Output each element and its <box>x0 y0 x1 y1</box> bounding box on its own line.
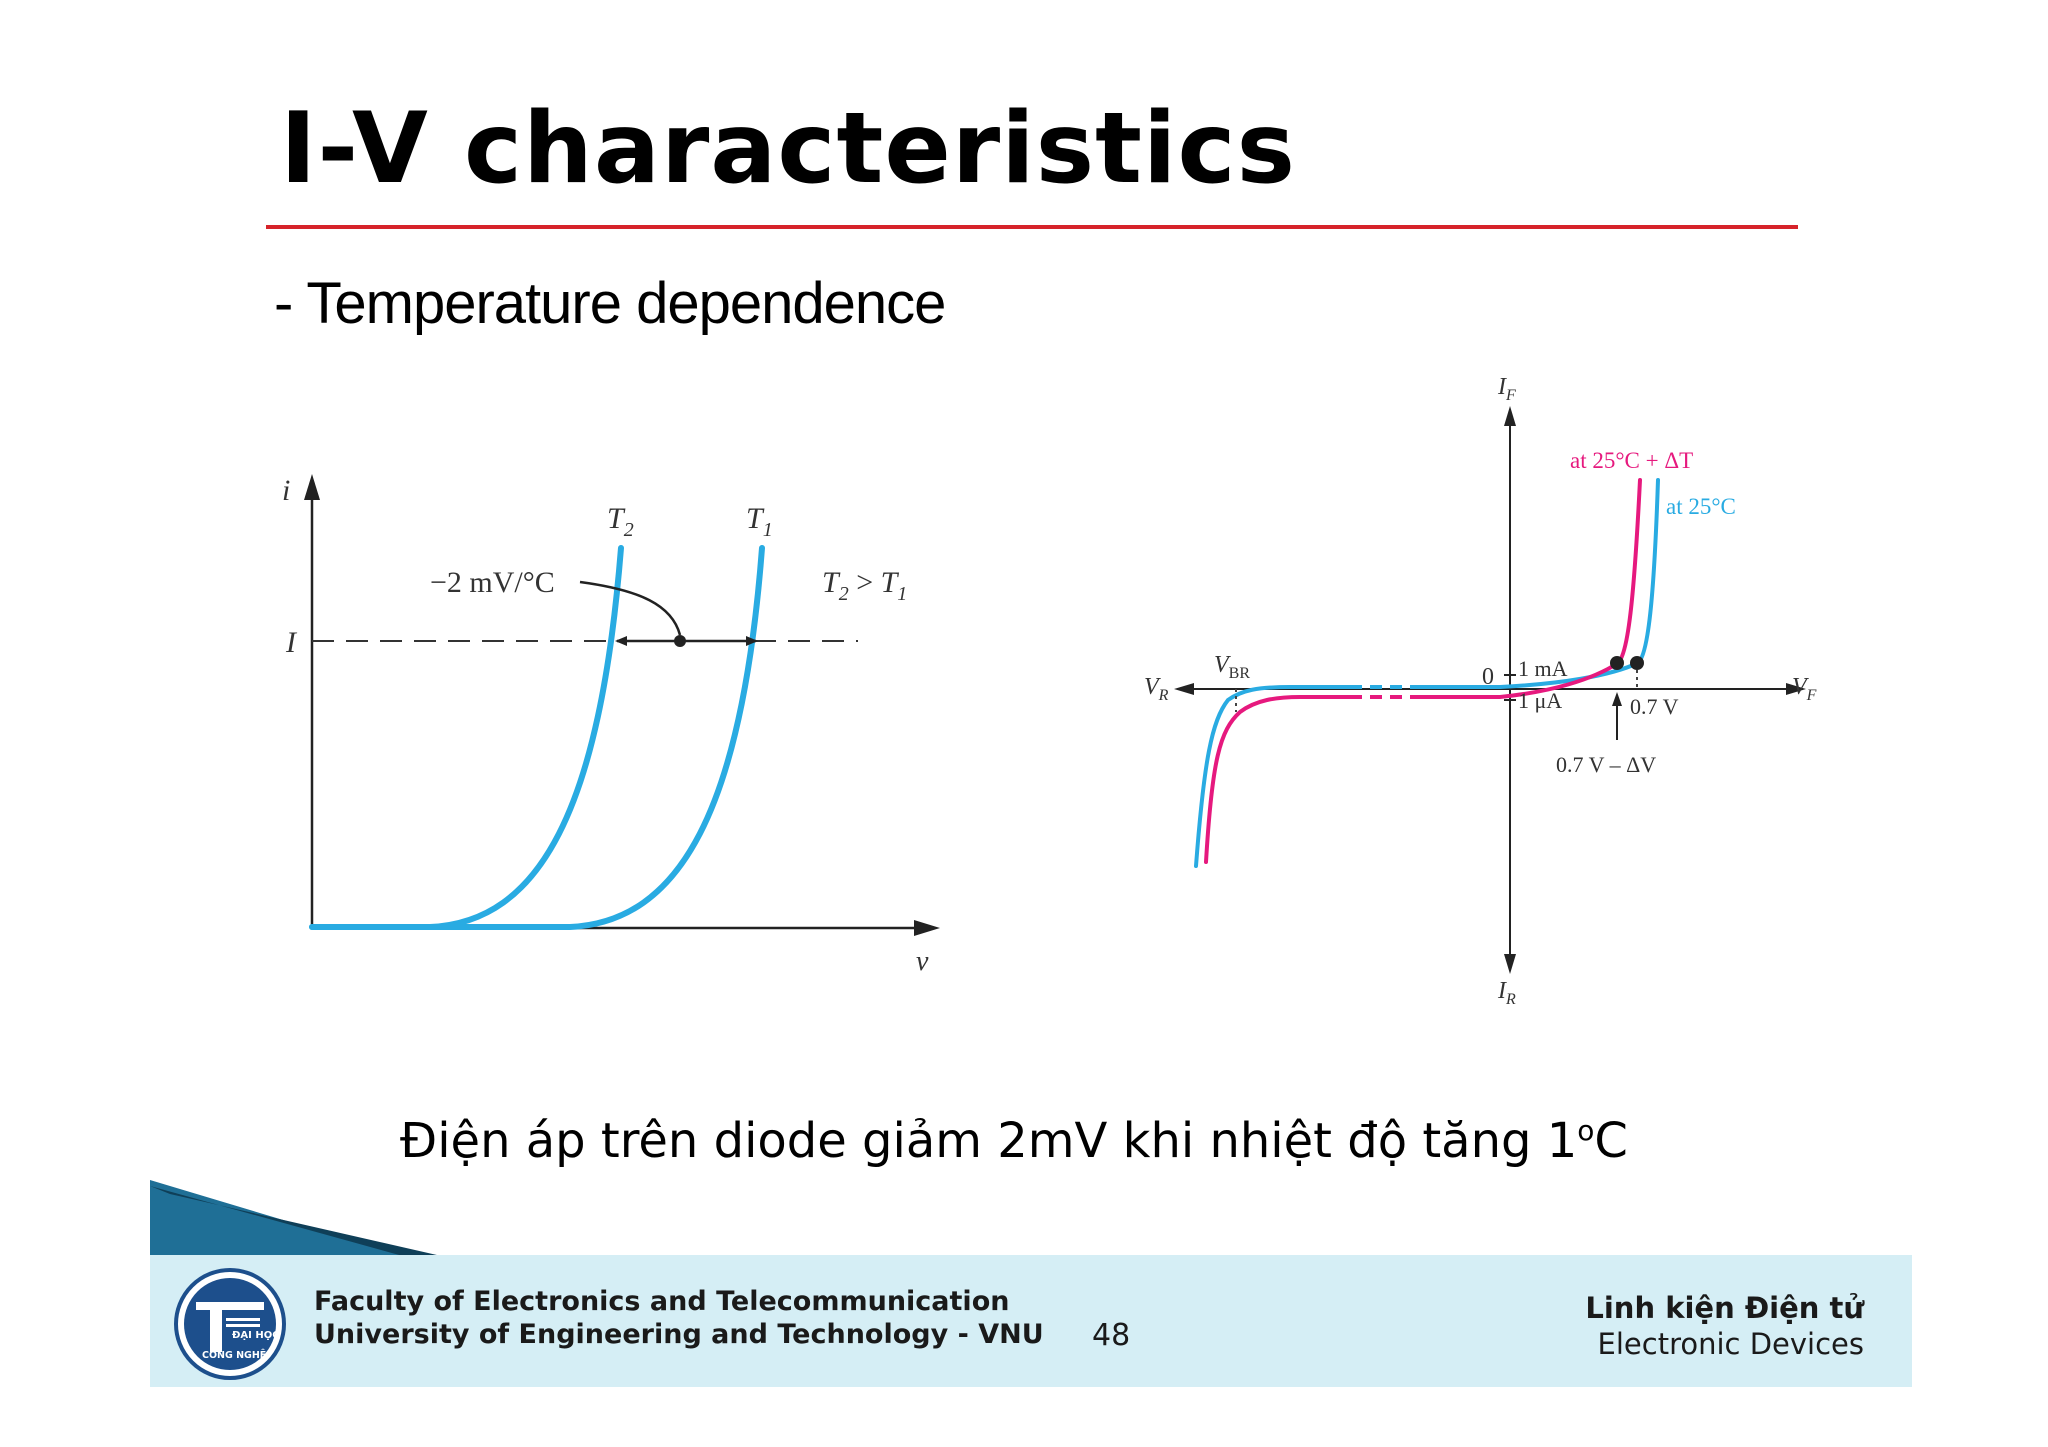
coefficient-leader-line <box>579 580 682 636</box>
vr-axis-arrow <box>1174 683 1194 695</box>
footer-course-vi: Linh kiện Điện tử <box>1585 1291 1864 1325</box>
if-axis-label: IF <box>1497 374 1516 404</box>
right-iv-plot: IF IR VF VR VBR 0 1 mA 1 μA 0.7 V 0.7 V … <box>1144 374 1817 1008</box>
ua-label: 1 μA <box>1518 688 1562 713</box>
room-curve-label: at 25°C <box>1666 494 1736 519</box>
ir-axis-label: IR <box>1497 978 1516 1008</box>
svg-text:ĐẠI HỌC: ĐẠI HỌC <box>232 1330 280 1341</box>
curve-t1-label: T1 <box>746 502 773 541</box>
university-logo: ĐẠI HỌC CÔNG NGHỆ <box>174 1268 286 1380</box>
footer-course-en: Electronic Devices <box>1597 1327 1864 1361</box>
knee-dot-room <box>1630 656 1644 670</box>
vbr-label: VBR <box>1214 652 1250 682</box>
curve-t1 <box>309 545 765 930</box>
left-x-axis-arrow <box>914 920 940 936</box>
vr-axis-label: VR <box>1144 674 1169 704</box>
slide-subtitle: - Temperature dependence <box>274 271 946 336</box>
v07-minus-label: 0.7 V – ΔV <box>1556 752 1656 777</box>
ma-label: 1 mA <box>1518 656 1568 681</box>
footer-course: Linh kiện Điện tử Electronic Devices <box>1585 1290 1864 1362</box>
if-axis-arrow <box>1504 406 1516 426</box>
footer-decorative-wedge <box>150 1180 450 1258</box>
v07-label: 0.7 V <box>1630 694 1679 719</box>
left-y-axis-arrow <box>304 474 320 500</box>
slide-title: I-V characteristics <box>280 92 1296 206</box>
curve-room-temperature <box>1194 478 1660 868</box>
v07-minus-pointer-arrow <box>1612 692 1622 706</box>
svg-text:CÔNG NGHỆ: CÔNG NGHỆ <box>202 1349 266 1361</box>
vf-axis-label: VF <box>1792 674 1817 704</box>
knee-dot-hot <box>1610 656 1624 670</box>
page-number: 48 <box>1092 1318 1131 1353</box>
footer-institution: Faculty of Electronics and Telecommunica… <box>314 1285 1044 1351</box>
hot-curve-label: at 25°C + ΔT <box>1570 448 1693 473</box>
footer-university: University of Engineering and Technology… <box>314 1319 1044 1350</box>
footer-band <box>150 1255 1912 1387</box>
curve-elevated-temperature <box>1204 478 1642 864</box>
current-level-label: I <box>285 626 298 659</box>
footer-faculty: Faculty of Electronics and Telecommunica… <box>314 1286 1010 1317</box>
curve-t2-label: T2 <box>607 502 634 541</box>
left-x-axis-label: v <box>916 946 929 977</box>
slide-caption: Điện áp trên diode giảm 2mV khi nhiệt độ… <box>400 1113 1628 1169</box>
left-iv-plot: i v I T2 T1 −2 mV/°C T2 > T1 <box>282 474 940 977</box>
vf-axis-arrow <box>1786 683 1806 695</box>
temperature-relation-label: T2 > T1 <box>822 566 907 605</box>
ir-axis-arrow <box>1504 954 1516 974</box>
curve-t2 <box>309 545 624 930</box>
left-y-axis-label: i <box>282 474 290 507</box>
coefficient-label: −2 mV/°C <box>430 566 555 599</box>
title-underline <box>266 225 1798 229</box>
origin-label: 0 <box>1482 664 1494 690</box>
